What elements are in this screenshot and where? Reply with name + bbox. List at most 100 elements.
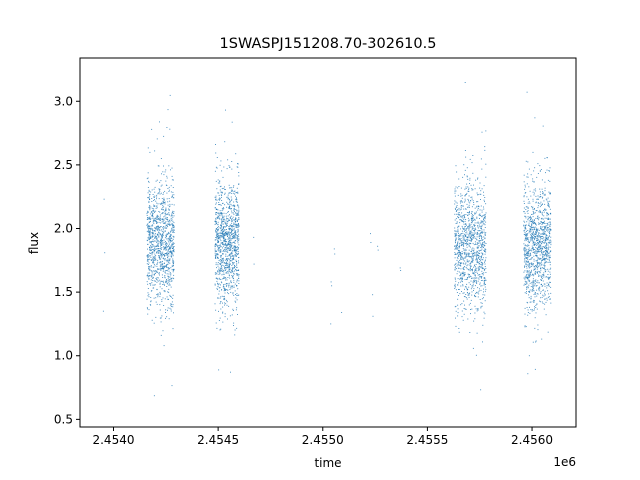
data-point bbox=[531, 239, 533, 241]
data-point bbox=[455, 165, 457, 167]
data-point bbox=[172, 231, 174, 233]
data-point bbox=[468, 255, 470, 257]
data-point bbox=[224, 244, 226, 246]
data-point bbox=[538, 222, 540, 224]
data-point bbox=[217, 263, 219, 265]
data-point bbox=[160, 245, 161, 247]
data-point bbox=[473, 266, 475, 268]
data-point bbox=[160, 269, 162, 271]
data-point bbox=[526, 235, 528, 237]
data-point bbox=[171, 265, 173, 267]
data-point bbox=[220, 262, 222, 264]
data-point bbox=[534, 244, 536, 246]
data-point bbox=[160, 252, 162, 254]
data-point bbox=[455, 245, 457, 247]
data-point bbox=[148, 309, 150, 311]
data-point bbox=[523, 195, 525, 197]
data-point bbox=[542, 290, 544, 291]
data-point bbox=[478, 233, 480, 235]
data-point bbox=[455, 325, 457, 327]
data-point bbox=[237, 252, 239, 254]
data-point bbox=[221, 212, 223, 214]
data-point bbox=[231, 233, 232, 235]
data-point bbox=[161, 288, 163, 290]
data-point bbox=[234, 219, 236, 220]
data-point bbox=[215, 207, 216, 209]
data-point bbox=[162, 234, 164, 236]
data-point bbox=[527, 251, 529, 253]
data-point bbox=[233, 294, 235, 296]
data-point bbox=[543, 262, 545, 264]
data-point bbox=[536, 295, 538, 297]
data-point bbox=[531, 214, 533, 215]
data-point bbox=[238, 280, 240, 282]
data-point bbox=[149, 151, 151, 153]
data-point bbox=[485, 203, 487, 205]
data-point bbox=[155, 180, 157, 182]
data-point bbox=[527, 272, 529, 274]
data-point bbox=[161, 274, 163, 276]
data-point bbox=[543, 251, 545, 253]
data-point bbox=[549, 208, 551, 210]
data-point bbox=[224, 223, 226, 225]
data-point bbox=[158, 188, 160, 190]
data-point bbox=[218, 247, 220, 249]
data-point bbox=[331, 285, 333, 287]
data-point bbox=[463, 164, 465, 166]
data-point bbox=[482, 279, 484, 281]
data-point bbox=[469, 253, 471, 255]
data-point bbox=[231, 168, 233, 170]
data-point bbox=[457, 194, 459, 196]
data-point bbox=[153, 322, 155, 324]
data-point bbox=[468, 195, 470, 197]
data-point bbox=[538, 223, 540, 225]
data-point bbox=[156, 221, 158, 223]
data-point bbox=[165, 234, 167, 236]
data-point bbox=[481, 276, 482, 278]
data-point bbox=[166, 264, 168, 266]
data-point bbox=[224, 222, 226, 224]
data-point bbox=[523, 243, 525, 245]
data-point bbox=[473, 233, 475, 235]
data-point bbox=[544, 240, 546, 242]
data-point bbox=[528, 290, 530, 292]
data-point bbox=[217, 256, 219, 258]
data-point bbox=[542, 274, 544, 276]
data-point bbox=[527, 255, 529, 257]
data-point bbox=[549, 277, 551, 279]
data-point bbox=[169, 200, 171, 202]
data-point bbox=[549, 221, 551, 223]
data-point bbox=[460, 256, 462, 258]
data-point bbox=[163, 248, 165, 250]
data-point bbox=[218, 212, 220, 214]
data-point bbox=[528, 297, 530, 299]
data-point bbox=[479, 259, 481, 260]
data-point bbox=[163, 305, 165, 306]
data-point bbox=[529, 273, 531, 275]
data-point bbox=[543, 194, 545, 196]
data-point bbox=[471, 249, 473, 251]
data-point bbox=[537, 250, 539, 252]
data-point bbox=[464, 174, 465, 176]
data-point bbox=[162, 233, 164, 234]
data-point bbox=[222, 228, 224, 230]
data-point bbox=[228, 258, 229, 260]
data-point bbox=[160, 321, 162, 323]
data-point bbox=[223, 295, 225, 297]
data-point bbox=[532, 264, 534, 266]
data-point bbox=[149, 270, 151, 272]
data-point bbox=[230, 371, 231, 373]
data-point bbox=[215, 256, 217, 257]
data-point bbox=[235, 223, 237, 225]
data-point bbox=[164, 276, 166, 278]
data-point bbox=[462, 245, 464, 247]
data-point bbox=[167, 263, 169, 265]
data-point bbox=[156, 194, 158, 196]
data-point bbox=[149, 233, 151, 235]
data-point bbox=[223, 262, 225, 264]
data-point bbox=[231, 267, 233, 269]
data-point bbox=[477, 296, 479, 298]
data-point bbox=[220, 185, 222, 187]
data-point bbox=[157, 193, 159, 195]
data-point bbox=[222, 243, 224, 245]
